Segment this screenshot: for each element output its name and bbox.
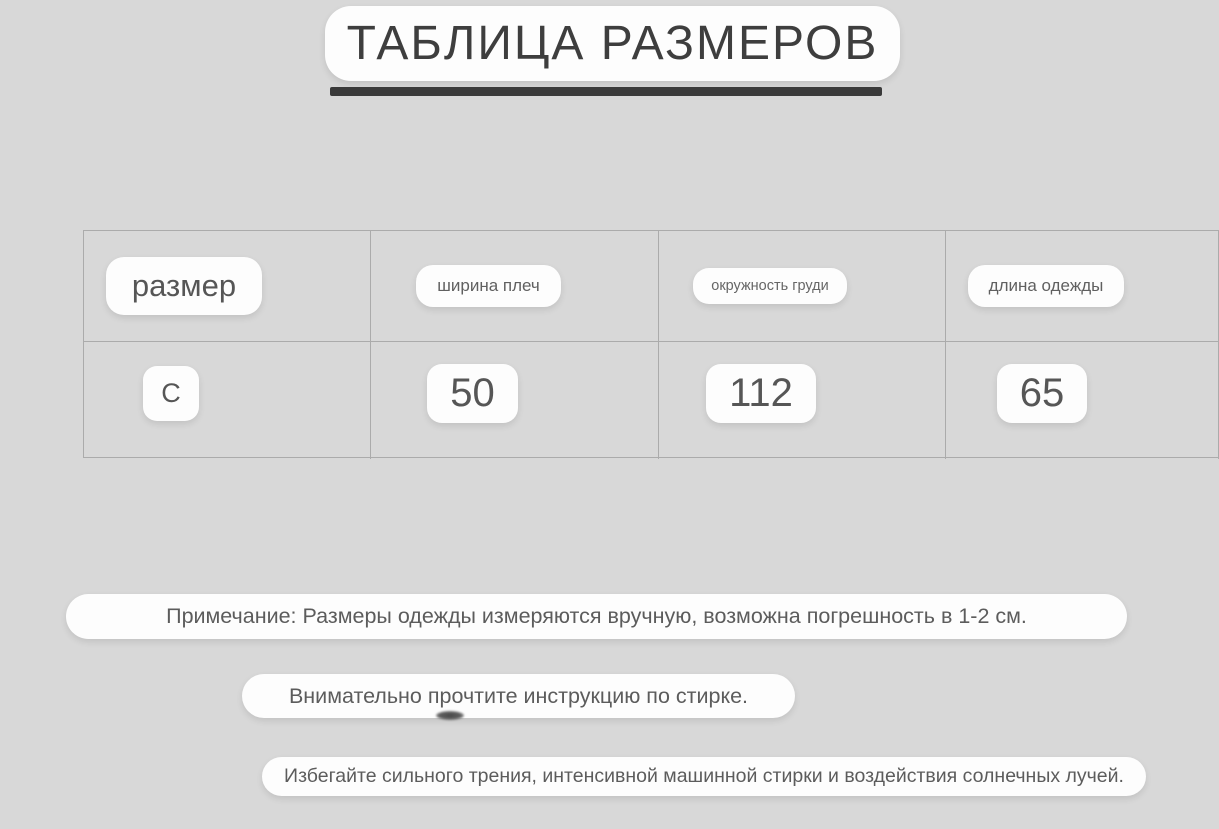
note-washing-instructions: Внимательно прочтите инструкцию по стирк…: [242, 674, 795, 718]
page-title: ТАБЛИЦА РАЗМЕРОВ: [325, 6, 900, 81]
value-pill-chest-circumference: 112: [706, 364, 816, 423]
header-cell-size: размер: [84, 231, 371, 342]
value-pill-shoulder-width: 50: [427, 364, 518, 423]
size-table: размер ширина плеч окружность груди длин…: [83, 230, 1219, 459]
value-cell-garment-length: 65: [946, 342, 1219, 459]
header-pill-chest-circumference: окружность груди: [693, 268, 847, 304]
value-pill-size: С: [143, 366, 199, 421]
header-pill-shoulder-width: ширина плеч: [416, 265, 561, 307]
value-cell-chest-circumference: 112: [659, 342, 946, 459]
header-pill-garment-length: длина одежды: [967, 265, 1125, 307]
smudge-mark: [436, 711, 464, 720]
header-cell-garment-length: длина одежды: [946, 231, 1219, 342]
page-title-text: ТАБЛИЦА РАЗМЕРОВ: [346, 17, 879, 70]
header-cell-chest-circumference: окружность груди: [659, 231, 946, 342]
title-underline-bar: [330, 87, 882, 96]
header-cell-shoulder-width: ширина плеч: [371, 231, 659, 342]
value-cell-size: С: [84, 342, 371, 459]
header-pill-size: размер: [105, 257, 263, 315]
value-cell-shoulder-width: 50: [371, 342, 659, 459]
value-pill-garment-length: 65: [996, 364, 1088, 423]
note-care-warning: Избегайте сильного трения, интенсивной м…: [262, 757, 1146, 796]
note-measurement-tolerance: Примечание: Размеры одежды измеряются вр…: [66, 594, 1127, 639]
